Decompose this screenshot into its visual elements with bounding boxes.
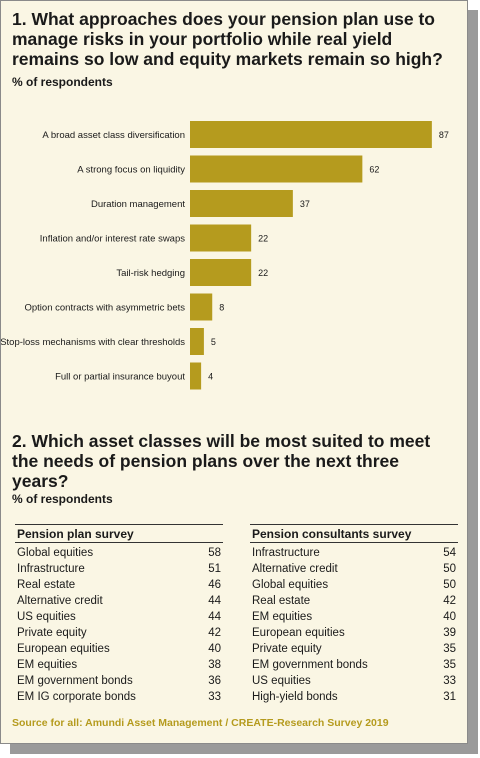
row-label: European equities (252, 627, 345, 639)
table-row: Private equity 42 (15, 625, 223, 641)
row-value: 40 (208, 643, 221, 655)
table-row: US equities 33 (250, 673, 458, 689)
category-label: A broad asset class diversification (42, 130, 185, 141)
pension-plan-survey-table: Pension plan survey Global equities 58 Inf… (15, 524, 223, 705)
table-row: EM equities 40 (250, 609, 458, 625)
bar (190, 224, 252, 252)
category-label: Duration management (91, 199, 185, 210)
bar (190, 121, 432, 148)
table-row: EM government bonds 35 (250, 657, 458, 673)
row-label: EM equities (252, 611, 313, 623)
row-value: 36 (208, 675, 221, 687)
row-value: 46 (208, 579, 221, 591)
table-row: Infrastructure 51 (15, 561, 223, 577)
row-value: 44 (208, 611, 221, 623)
value-label: 37 (300, 199, 310, 209)
category-label: Full or partial insurance buyout (55, 372, 185, 383)
row-label: Private equity (17, 627, 87, 639)
question-2-subtitle: % of respondents (12, 492, 113, 506)
value-label: 4 (208, 372, 213, 382)
row-label: EM government bonds (252, 659, 368, 671)
row-label: Global equities (17, 547, 94, 559)
row-label: US equities (17, 611, 76, 623)
table-row: EM equities 38 (15, 657, 223, 673)
value-label: 5 (211, 337, 216, 347)
value-label: 87 (439, 130, 449, 140)
row-label: EM IG corporate bonds (17, 691, 136, 703)
row-value: 31 (443, 691, 456, 703)
question-1-subtitle: % of respondents (12, 75, 113, 89)
table-header: Pension plan survey (15, 524, 223, 543)
infographic-card: 1. What approaches does your pension pla… (0, 0, 468, 744)
category-label: Inflation and/or interest rate swaps (40, 234, 185, 245)
bar (190, 362, 202, 390)
table-row: Alternative credit 50 (250, 561, 458, 577)
table-row: Real estate 42 (250, 593, 458, 609)
row-label: Private equity (252, 643, 322, 655)
row-value: 40 (443, 611, 456, 623)
table-row: Global equities 58 (15, 545, 223, 561)
row-label: US equities (252, 675, 311, 687)
question-1-title: 1. What approaches does your pension pla… (12, 9, 443, 69)
bar (190, 259, 252, 286)
row-value: 38 (208, 659, 221, 671)
table-row: Alternative credit 44 (15, 593, 223, 609)
bar (190, 293, 213, 321)
table-row: US equities 44 (15, 609, 223, 625)
row-label: Real estate (252, 595, 311, 607)
category-label: A strong focus on liquidity (77, 165, 185, 176)
table-row: Infrastructure 54 (250, 545, 458, 561)
row-value: 39 (443, 627, 456, 639)
table-row: EM government bonds 36 (15, 673, 223, 689)
table-row: European equities 40 (15, 641, 223, 657)
row-value: 58 (208, 547, 221, 559)
row-label: Global equities (252, 579, 329, 591)
bar (190, 155, 363, 183)
row-label: Alternative credit (252, 563, 338, 575)
row-value: 54 (443, 547, 456, 559)
question-2-title: 2. Which asset classes will be most suit… (12, 431, 431, 491)
row-label: Infrastructure (252, 547, 320, 559)
row-value: 42 (443, 595, 456, 607)
table-row: European equities 39 (250, 625, 458, 641)
row-value: 33 (208, 691, 221, 703)
table-row: Private equity 35 (250, 641, 458, 657)
row-label: Alternative credit (17, 595, 103, 607)
row-value: 44 (208, 595, 221, 607)
category-label: Tail-risk hedging (116, 268, 185, 279)
row-label: EM equities (17, 659, 78, 671)
source-note: Source for all: Amundi Asset Management … (12, 717, 389, 729)
bar (190, 190, 293, 217)
row-value: 50 (443, 563, 456, 575)
row-label: EM government bonds (17, 675, 133, 687)
row-value: 50 (443, 579, 456, 591)
category-label: Option contracts with asymmetric bets (25, 303, 186, 314)
row-label: Infrastructure (17, 563, 85, 575)
value-label: 8 (219, 303, 224, 313)
pension-consultants-survey-table: Pension consultants survey Infrastructur… (250, 524, 458, 705)
table-row: Global equities 50 (250, 577, 458, 593)
table-row: EM IG corporate bonds 33 (15, 689, 223, 705)
table-row: Real estate 46 (15, 577, 223, 593)
bar (190, 328, 204, 355)
value-label: 22 (258, 268, 268, 278)
table-row: High-yield bonds 31 (250, 689, 458, 705)
value-label: 22 (258, 234, 268, 244)
value-label: 62 (369, 165, 379, 175)
row-label: Real estate (17, 579, 76, 591)
row-label: European equities (17, 643, 110, 655)
row-value: 35 (443, 643, 456, 655)
approaches-bar-chart: A broad asset class diversification 87 A s… (1, 121, 449, 390)
row-value: 42 (208, 627, 221, 639)
row-value: 33 (443, 675, 456, 687)
row-value: 35 (443, 659, 456, 671)
row-label: High-yield bonds (252, 691, 338, 703)
row-value: 51 (208, 563, 221, 575)
category-label: Stop-loss mechanisms with clear threshol… (1, 337, 185, 348)
table-header: Pension consultants survey (250, 524, 458, 543)
